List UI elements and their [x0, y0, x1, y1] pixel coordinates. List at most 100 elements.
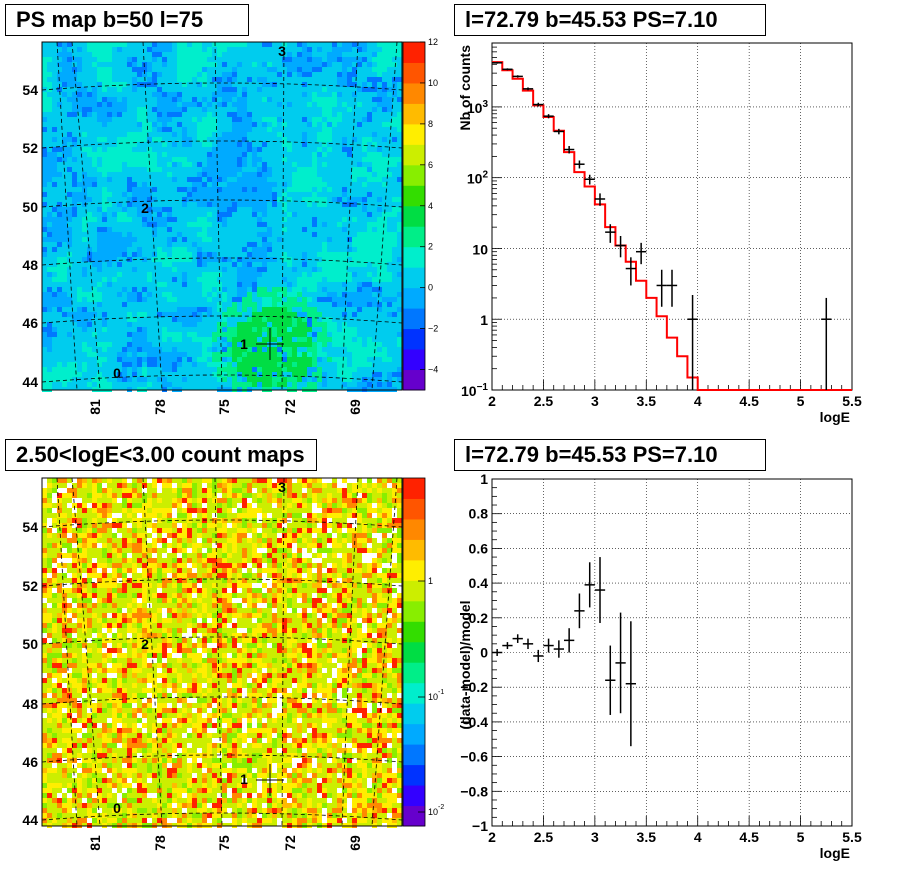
- residual-y-tick-label: 0.4: [469, 575, 489, 591]
- colorbar-cell: [403, 641, 425, 663]
- colorbar-cell: [403, 123, 425, 145]
- residual-y-tick-label: 0.8: [469, 506, 489, 522]
- map-x-tick-label: 69: [347, 835, 363, 851]
- colorbar-tick-label: 10-1: [428, 689, 444, 702]
- colorbar-tick-label: 0: [428, 283, 433, 293]
- spectrum-x-tick-label: 4.5: [739, 393, 759, 409]
- colorbar-cell: [403, 785, 425, 807]
- spectrum-x-tick-label: 3.5: [637, 393, 657, 409]
- countmap-title: 2.50<logE<3.00 count maps: [5, 439, 317, 471]
- model-histogram: [492, 61, 852, 391]
- spectrum-x-tick-label: 5.5: [842, 393, 862, 409]
- map-y-tick-label: 52: [22, 140, 38, 156]
- colorbar-frame: [402, 41, 426, 391]
- map-y-tick-label: 44: [22, 374, 38, 390]
- map-x-tick-label: 75: [216, 835, 232, 851]
- map-marker-label-3: 3: [278, 479, 286, 495]
- spectrum-x-axis-label: logE: [820, 409, 850, 425]
- spectrum-x-tick-label: 2: [488, 393, 496, 409]
- residual-x-tick-label: 5.5: [842, 829, 862, 845]
- map-marker-label-0: 0: [113, 800, 121, 816]
- residual-y-tick-label: −1: [472, 818, 488, 834]
- residual-plot: 1 0.8 0.6 0.4 0.2 0 −0.2 −0.4 −0.6 −0.8 −12 2.5 3 3.5…: [457, 471, 862, 861]
- map-grid: [41, 477, 403, 827]
- map-y-tick-label: 54: [22, 519, 38, 535]
- residual-x-axis-label: logE: [820, 845, 850, 861]
- colorbar-cell: [403, 805, 425, 827]
- map-y-tick-label: 48: [22, 257, 38, 273]
- residual-x-tick-label: 3: [591, 829, 599, 845]
- map-x-tick-label: 78: [152, 835, 168, 851]
- residual-y-tick-label: −0.6: [460, 749, 488, 765]
- map-y-tick-label: 46: [22, 315, 38, 331]
- residual-title: l=72.79 b=45.53 PS=7.10: [454, 439, 766, 471]
- residual-x-tick-label: 2.5: [534, 829, 554, 845]
- colorbar-cell: [403, 621, 425, 643]
- colorbar-cell: [403, 287, 425, 309]
- spectrum-frame: [491, 42, 853, 391]
- colorbar-tick-label: 10: [428, 78, 438, 88]
- residual-y-tick-label: 1: [480, 471, 488, 487]
- spectrum-x-tick-label: 2.5: [534, 393, 554, 409]
- colorbar-cell: [403, 62, 425, 84]
- colorbar-cell: [403, 205, 425, 227]
- colorbar-cell: [403, 349, 425, 371]
- colorbar-cell: [403, 308, 425, 330]
- colorbar-cell: [403, 328, 425, 350]
- map-title: PS map b=50 l=75: [5, 4, 249, 36]
- spectrum-y-tick-label: 10−1: [461, 382, 488, 399]
- spectrum-x-tick-label: 4: [694, 393, 702, 409]
- map-grid: [41, 41, 403, 391]
- map-x-tick-label: 69: [347, 399, 363, 415]
- map-marker-label-2: 2: [141, 636, 149, 652]
- colorbar-frame: [402, 477, 426, 827]
- colorbar-cell: [403, 764, 425, 786]
- map-x-tick-label: 72: [282, 835, 298, 851]
- residual-y-tick-label: 0.6: [469, 540, 489, 556]
- spectrum-x-tick-label: 5: [797, 393, 805, 409]
- map-x-tick-label: 81: [87, 835, 103, 851]
- map-marker-label-3: 3: [278, 43, 286, 59]
- colorbar-cell: [403, 226, 425, 248]
- map-frame: [41, 477, 403, 827]
- map-x-tick-label: 81: [87, 399, 103, 415]
- map-y-tick-label: 50: [22, 199, 38, 215]
- colorbar-cell: [403, 369, 425, 391]
- colorbar-cell: [403, 103, 425, 125]
- colorbar-cell: [403, 559, 425, 581]
- colorbar-cell: [403, 498, 425, 520]
- colorbar-tick-label: 6: [428, 160, 433, 170]
- colorbar-tick-label: 1: [428, 576, 433, 586]
- colorbar-cell: [403, 82, 425, 104]
- colorbar-cell: [403, 703, 425, 725]
- colorbar-cell: [403, 539, 425, 561]
- spectrum-y-axis-label: Nb of counts: [457, 45, 473, 131]
- residual-y-tick-label: 0: [480, 645, 488, 661]
- residual-x-tick-label: 5: [797, 829, 805, 845]
- colorbar-cell: [403, 682, 425, 704]
- residual-x-tick-label: 2: [488, 829, 496, 845]
- colorbar-tick-label: 12: [428, 37, 438, 47]
- residual-y-tick-label: 0.2: [469, 610, 489, 626]
- colorbar-cell: [403, 518, 425, 540]
- map-marker-label-2: 2: [141, 200, 149, 216]
- colorbar-cell: [403, 744, 425, 766]
- colorbar-tick-label: 10-2: [428, 804, 444, 817]
- map-x-tick-label: 75: [216, 399, 232, 415]
- residual-y-tick-label: −0.2: [460, 679, 488, 695]
- colorbar-cell: [403, 600, 425, 622]
- map-y-tick-label: 52: [22, 578, 38, 594]
- count-map: 44 46 48 50 52 54 81 78 75 72 69 0 1 2 3: [22, 477, 426, 851]
- map-y-tick-label: 44: [22, 812, 38, 828]
- colorbar-cell: [403, 723, 425, 745]
- residual-x-tick-label: 4.5: [739, 829, 759, 845]
- colorbar-tick-label: 4: [428, 201, 433, 211]
- map-marker-label-1: 1: [240, 771, 248, 787]
- map-y-tick-label: 48: [22, 696, 38, 712]
- spectrum-y-tick-label: 1: [480, 312, 488, 328]
- map-marker-label-0: 0: [113, 365, 121, 381]
- residual-y-tick-label: −0.4: [460, 714, 488, 730]
- colorbar-cell: [403, 42, 425, 63]
